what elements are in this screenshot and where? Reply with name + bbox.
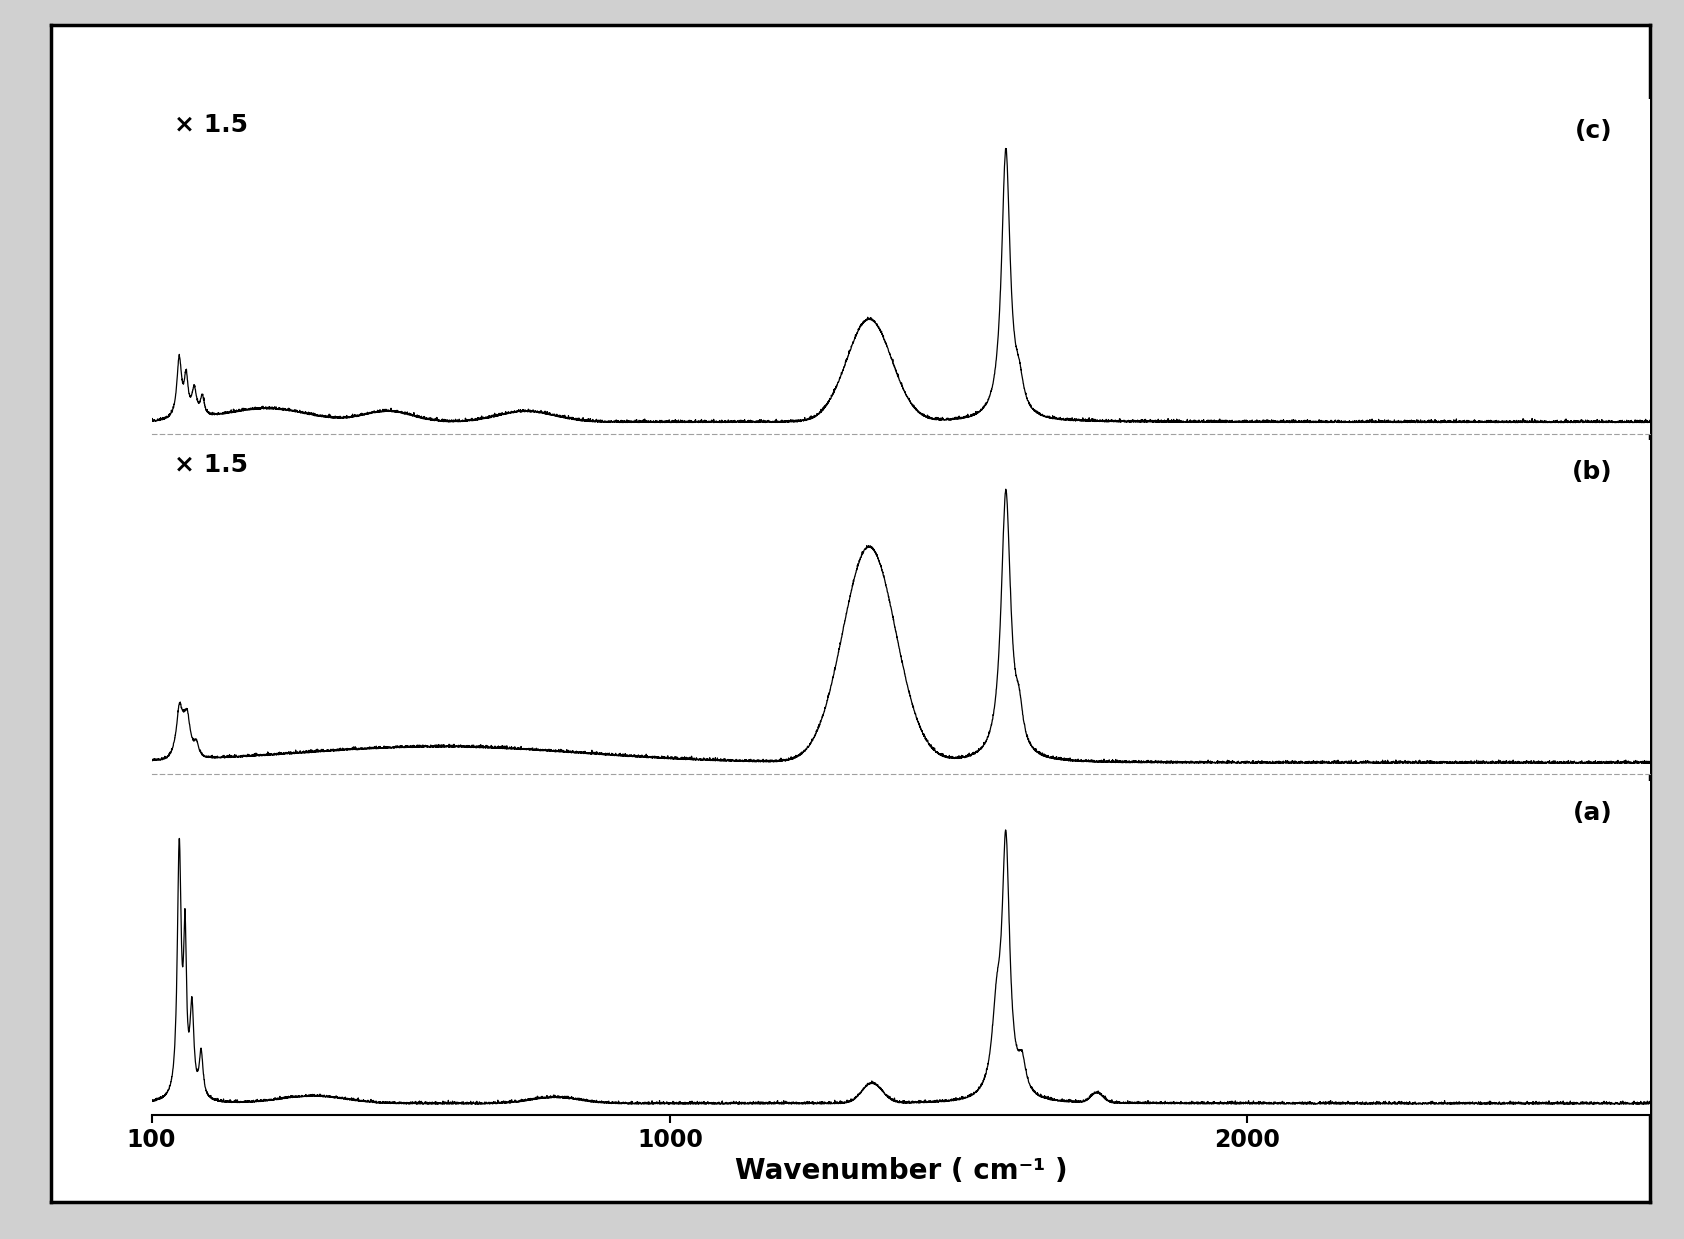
Text: × 1.5: × 1.5 [173, 113, 248, 136]
Text: Wavenumber ( cm⁻¹ ): Wavenumber ( cm⁻¹ ) [734, 1157, 1068, 1184]
Text: (c): (c) [1575, 119, 1613, 144]
Text: × 1.5: × 1.5 [173, 453, 248, 477]
Text: (b): (b) [1573, 460, 1613, 484]
Text: (a): (a) [1573, 800, 1613, 825]
